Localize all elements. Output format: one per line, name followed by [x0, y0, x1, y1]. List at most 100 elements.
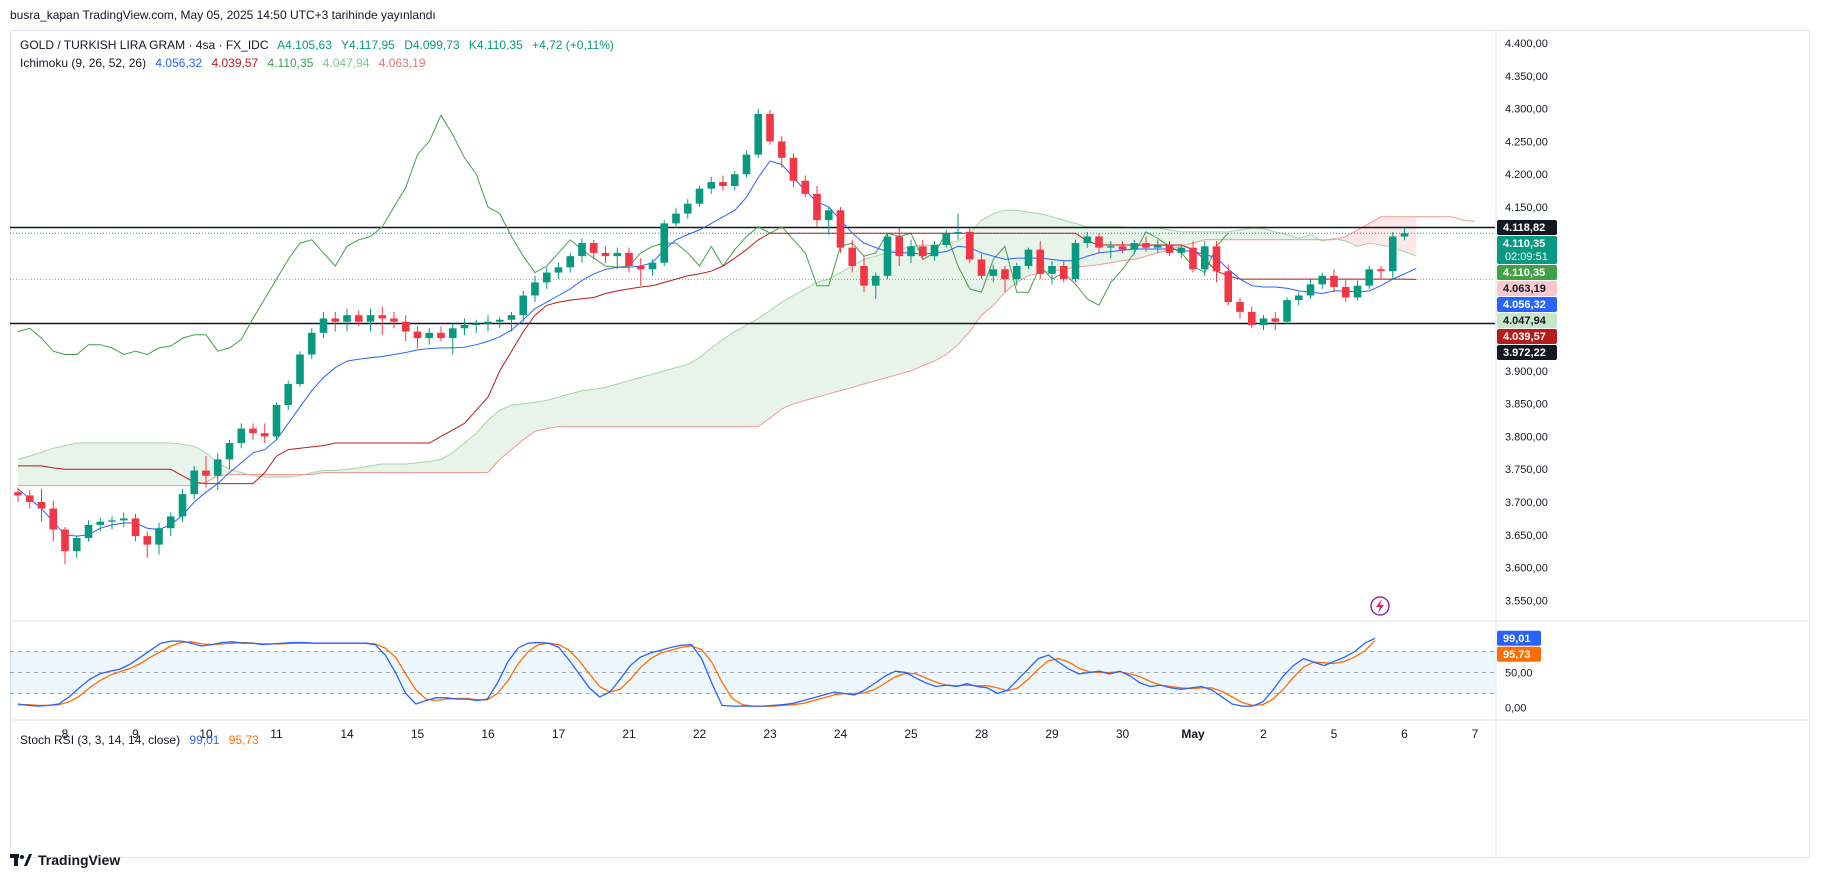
- cloud-segment: [570, 390, 582, 427]
- cloud-segment: [699, 347, 712, 427]
- candle-body: [848, 247, 857, 266]
- candle: [918, 239, 927, 260]
- cloud-segment: [159, 443, 171, 486]
- time-axis-label: 21: [622, 727, 636, 741]
- candle-body: [519, 295, 528, 316]
- candle: [1189, 241, 1197, 273]
- candle-body: [1106, 246, 1115, 248]
- candle: [495, 317, 504, 329]
- candle: [1071, 239, 1080, 283]
- ichimoku-span-a-value: 4.047,94: [322, 56, 370, 70]
- candle: [272, 402, 281, 440]
- cloud-segment: [452, 443, 465, 473]
- price-badge-bg: [1497, 328, 1557, 344]
- candle-body: [918, 246, 927, 257]
- candle-body: [296, 354, 304, 384]
- cloud-segment: [629, 377, 641, 427]
- cloud-segment: [1204, 231, 1217, 240]
- candle: [425, 328, 434, 345]
- candle-body: [1059, 266, 1068, 280]
- candle: [566, 252, 575, 273]
- candle: [1283, 297, 1291, 324]
- candle-body: [1388, 236, 1397, 272]
- candle: [1036, 241, 1045, 280]
- candle-body: [249, 428, 257, 434]
- candle: [1388, 231, 1397, 280]
- candle-body: [1036, 249, 1045, 274]
- ohlc-change: +4,72 (+0,11%): [532, 38, 614, 52]
- candle-body: [178, 494, 187, 517]
- cloud-segment: [370, 463, 383, 473]
- candle: [319, 311, 328, 339]
- candle-body: [930, 245, 939, 257]
- ichimoku-span-b-value: 4.063,19: [378, 56, 426, 70]
- candle-body: [1377, 269, 1385, 272]
- candle-body: [284, 384, 293, 405]
- cloud-segment: [887, 249, 900, 378]
- cloud-segment: [1122, 226, 1135, 261]
- ichimoku-lagging-value: 4.110,35: [267, 56, 314, 70]
- candle-body: [272, 404, 281, 437]
- cloud-segment: [1099, 226, 1111, 265]
- candle-body: [813, 193, 821, 221]
- cloud-segment: [1216, 231, 1229, 240]
- candle-body: [1083, 236, 1092, 244]
- cloud-segment: [558, 393, 571, 427]
- candle: [119, 512, 128, 527]
- candle: [213, 452, 222, 491]
- candle: [155, 522, 163, 555]
- cloud-segment: [899, 246, 911, 375]
- candle-body: [683, 203, 692, 214]
- cloud-segment: [652, 370, 665, 427]
- price-axis-label: 3.600,00: [1505, 563, 1548, 575]
- alert-bolt-glyph: [1376, 599, 1384, 613]
- chart-frame[interactable]: [10, 30, 1810, 858]
- cloud-segment: [1357, 223, 1370, 247]
- symbol-name[interactable]: GOLD / TURKISH LIRA GRAM · 4sa · FX_IDC: [20, 38, 269, 52]
- cloud-segment: [793, 288, 806, 404]
- candle-body: [96, 521, 105, 525]
- candle: [789, 153, 798, 188]
- time-axis-label: 8: [62, 727, 69, 741]
- ichimoku-base-value: 4.039,57: [211, 56, 259, 70]
- footer-brand-label: TradingView: [38, 852, 121, 868]
- ichimoku-conversion-value: 4.056,32: [155, 56, 203, 70]
- candle-body: [166, 516, 175, 529]
- cloud-segment: [1052, 216, 1064, 272]
- candle-body: [836, 210, 845, 248]
- stoch-legend[interactable]: Stoch RSI (3, 3, 14, 14, close) 99,01 95…: [20, 733, 265, 747]
- candle: [1212, 241, 1221, 283]
- candle: [390, 311, 398, 329]
- candle-body: [14, 492, 22, 496]
- candle-body: [636, 266, 645, 270]
- ichimoku-legend[interactable]: Ichimoku (9, 26, 52, 26) 4.056,32 4.039,…: [20, 56, 432, 70]
- candle: [225, 439, 234, 470]
- candle: [1106, 241, 1115, 259]
- cloud-segment: [100, 443, 112, 486]
- candle-body: [1294, 295, 1303, 301]
- cloud-segment: [723, 331, 735, 427]
- candle-body: [965, 231, 974, 260]
- candle-body: [354, 315, 363, 322]
- candle-body: [719, 182, 727, 187]
- ichimoku-base-line: [18, 232, 1417, 485]
- price-axis-label: 4.250,00: [1505, 136, 1548, 148]
- candle-body: [425, 332, 434, 339]
- footer-brand[interactable]: TradingView: [10, 852, 120, 868]
- cloud-segment: [687, 357, 700, 427]
- candle-body: [1048, 266, 1056, 274]
- candle-body: [507, 315, 516, 320]
- price-badge-bg: [1497, 280, 1557, 296]
- ohlc-open: A4.105,63: [277, 38, 332, 52]
- cloud-segment: [147, 443, 159, 486]
- candle-body: [895, 236, 904, 257]
- candle-body: [1306, 284, 1315, 296]
- candle: [1365, 266, 1374, 289]
- cloud-segment: [417, 461, 430, 473]
- price-axis-label: 4.200,00: [1505, 169, 1548, 181]
- alert-bolt-icon: [1370, 596, 1390, 616]
- candle-body: [789, 157, 798, 181]
- candle-body: [766, 113, 774, 142]
- candle: [848, 239, 857, 273]
